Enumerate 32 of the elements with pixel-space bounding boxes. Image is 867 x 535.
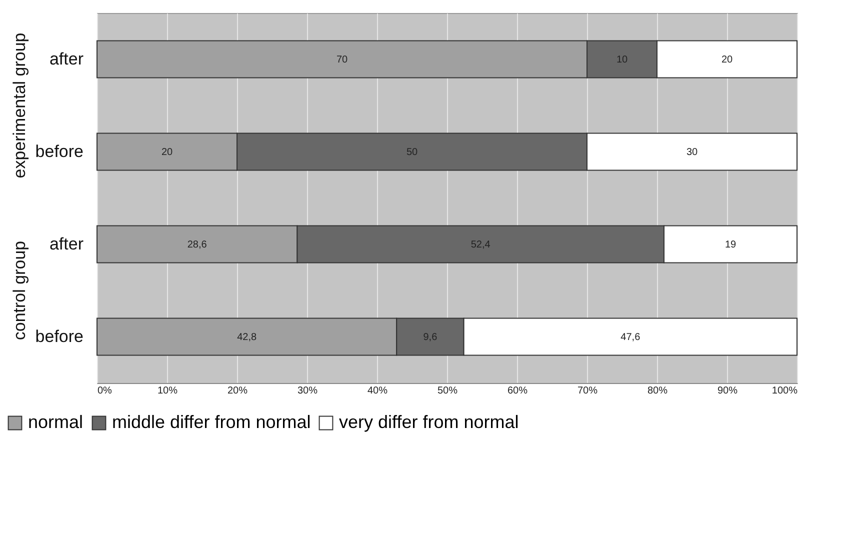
x-tick-label: 100% [772, 386, 798, 396]
y-tick-label: after [49, 234, 84, 254]
data-label: 10 [616, 54, 628, 66]
x-tick-label: 70% [577, 386, 598, 396]
data-label: 30 [686, 146, 698, 158]
legend-label: middle differ from normal [112, 412, 311, 432]
x-tick-label: 30% [297, 386, 318, 396]
data-label: 70 [336, 54, 348, 66]
data-label: 19 [724, 239, 736, 250]
data-label: 52,4 [470, 239, 491, 250]
y-tick-label: before [35, 142, 84, 161]
y-tick-label: before [35, 326, 84, 346]
x-tick-label: 50% [437, 386, 458, 396]
data-label: 50 [406, 146, 418, 158]
x-tick-label: 60% [507, 386, 528, 396]
x-tick-label: 40% [367, 386, 388, 396]
data-label: 28,6 [187, 239, 208, 250]
x-tick-label: 80% [647, 386, 668, 396]
y-tick-label: after [49, 49, 84, 68]
data-label: 9,6 [423, 332, 438, 343]
text: experimental group [10, 32, 29, 178]
data-label: 47,6 [620, 332, 641, 343]
legend-label: very differ from normal [339, 412, 519, 432]
data-label: 20 [161, 146, 173, 158]
data-label: 20 [721, 54, 733, 66]
x-tick-label: 0% [98, 386, 112, 396]
legend-label: normal [28, 412, 84, 432]
text: control group [10, 240, 29, 340]
x-tick-label: 90% [717, 386, 738, 396]
data-label: 42,8 [237, 332, 257, 343]
x-tick-label: 20% [227, 386, 248, 396]
x-tick-label: 10% [157, 386, 178, 396]
